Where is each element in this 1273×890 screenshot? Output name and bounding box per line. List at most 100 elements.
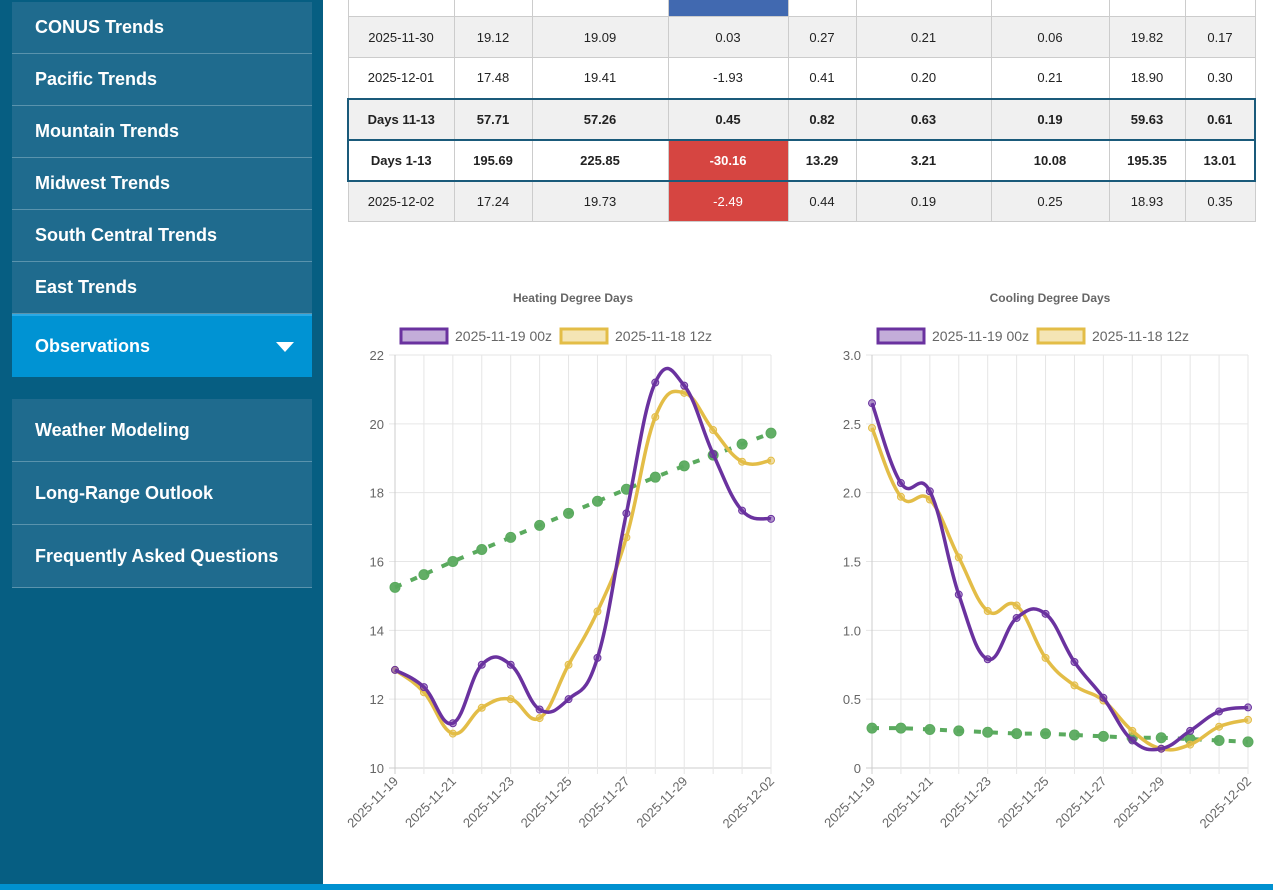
table-cell: 0.06 (990, 16, 1110, 58)
table-cell: 0.19 (990, 97, 1110, 141)
table-cell: 0.82 (787, 97, 857, 141)
x-tick-label: 2025-11-21 (879, 774, 936, 831)
table-row: 2025-12-02 17.24 19.73 -2.49 0.44 0.19 0.25 18.… (347, 180, 1256, 222)
hdd-chart: Heating Degree Days 2025-11-19 00z 2025-11… (344, 291, 777, 831)
nav-east-trends[interactable]: East Trends (12, 262, 312, 314)
data-point (651, 412, 660, 421)
nav-south-central-trends[interactable]: South Central Trends (12, 210, 312, 262)
cdd-chart: Cooling Degree Days 2025-11-19 00z 2025-11… (821, 291, 1254, 831)
data-point (622, 509, 631, 518)
series-2 (389, 427, 777, 593)
table-cell: 0.19 (855, 180, 992, 222)
data-point (651, 378, 660, 387)
nav-observations[interactable]: Observations (12, 314, 312, 377)
table-cell: 195.69 (453, 138, 533, 182)
nav-mountain-trends[interactable]: Mountain Trends (12, 106, 312, 158)
bottom-bar (0, 884, 1273, 890)
data-point (983, 607, 992, 616)
table-cell: 0.45 (667, 97, 789, 141)
data-point (1186, 726, 1195, 735)
data-point (1215, 707, 1224, 716)
data-point (767, 456, 775, 465)
y-tick-label: 22 (370, 348, 384, 363)
table-cell: 57.71 (453, 97, 533, 141)
legend-label: 2025-11-19 00z (455, 328, 552, 344)
data-point (868, 423, 876, 432)
table-cell (667, 0, 789, 17)
y-tick-label: 10 (370, 761, 384, 776)
table-cell: 0.41 (787, 57, 857, 99)
table-row (347, 0, 1256, 17)
series-1 (868, 423, 1252, 753)
caret-down-icon[interactable] (276, 341, 294, 352)
data-point (738, 506, 747, 515)
data-point (448, 729, 457, 738)
data-point (1242, 736, 1254, 748)
table-cell: 19.12 (453, 16, 533, 58)
data-point (1097, 730, 1109, 742)
nav-conus-trends[interactable]: CONUS Trends (12, 2, 312, 54)
data-point (1244, 715, 1252, 724)
y-tick-label: 1.5 (843, 555, 861, 570)
data-point (709, 450, 718, 459)
table-cell: 0.30 (1184, 57, 1256, 99)
table-cell: 0.35 (1184, 180, 1256, 222)
data-point (954, 590, 963, 599)
data-point (765, 427, 777, 439)
nav-group-trends: CONUS Trends Pacific Trends Mountain Tre… (12, 2, 312, 377)
table-cell: 0.25 (990, 180, 1110, 222)
data-point (924, 723, 936, 735)
nav-weather-modeling[interactable]: Weather Modeling (12, 399, 312, 462)
table-cell: 17.24 (453, 180, 533, 222)
data-point (391, 665, 399, 674)
data-point (1155, 732, 1167, 744)
data-point (447, 556, 459, 567)
row-label-cell: Days 1-13 (347, 138, 455, 182)
data-point (591, 495, 603, 507)
table-row: Days 11-13 57.71 57.26 0.45 0.82 0.63 0.19 59.6… (347, 97, 1256, 141)
data-point (1041, 609, 1050, 618)
row-label-cell: Days 11-13 (347, 97, 455, 141)
nav-pacific-trends[interactable]: Pacific Trends (12, 54, 312, 106)
data-point (1012, 601, 1021, 610)
y-tick-label: 0.5 (843, 692, 861, 707)
data-point (564, 660, 573, 669)
x-tick-label: 2025-11-25 (518, 774, 575, 831)
table-cell: 13.01 (1184, 138, 1256, 182)
table-cell: 225.85 (531, 138, 669, 182)
table-cell: 0.44 (787, 180, 857, 222)
y-tick-label: 14 (370, 623, 384, 638)
degree-day-table: 2025-11-30 19.12 19.09 0.03 0.27 0.21 0.06 19.8… (347, 0, 1256, 222)
data-point (1213, 734, 1225, 746)
table-cell: 0.61 (1184, 97, 1256, 141)
x-tick-label: 2025-11-25 (995, 774, 1052, 831)
legend-label: 2025-11-18 12z (1092, 328, 1189, 344)
row-label-cell: 2025-11-30 (347, 16, 455, 58)
nav-midwest-trends[interactable]: Midwest Trends (12, 158, 312, 210)
data-point (1128, 726, 1137, 735)
table-cell: 57.26 (531, 97, 669, 141)
nav-faq[interactable]: Frequently Asked Questions (12, 525, 312, 588)
legend-swatch (559, 327, 609, 345)
data-point (563, 507, 575, 519)
nav-long-range-outlook[interactable]: Long-Range Outlook (12, 462, 312, 525)
table-cell: 0.03 (667, 16, 789, 58)
series-line (393, 389, 772, 736)
legend-label: 2025-11-19 00z (932, 328, 1029, 344)
data-point (1041, 653, 1050, 662)
y-tick-label: 16 (370, 555, 384, 570)
data-point (895, 722, 907, 734)
data-point (1128, 736, 1137, 745)
table-row: 2025-11-30 19.12 19.09 0.03 0.27 0.21 0.06 19.8… (347, 16, 1256, 58)
x-tick-label: 2025-11-29 (633, 774, 690, 831)
sidebar: CONUS Trends Pacific Trends Mountain Tre… (0, 0, 323, 884)
nav-observations-label: Observations (35, 336, 151, 356)
data-point (896, 492, 905, 501)
legend-swatch (399, 327, 449, 345)
y-tick-label: 2.5 (843, 417, 861, 432)
nav-group-other: Weather Modeling Long-Range Outlook Freq… (12, 399, 312, 588)
data-point (953, 725, 965, 737)
data-point (868, 399, 876, 408)
data-point (1157, 744, 1166, 753)
table-cell: 195.35 (1108, 138, 1186, 182)
